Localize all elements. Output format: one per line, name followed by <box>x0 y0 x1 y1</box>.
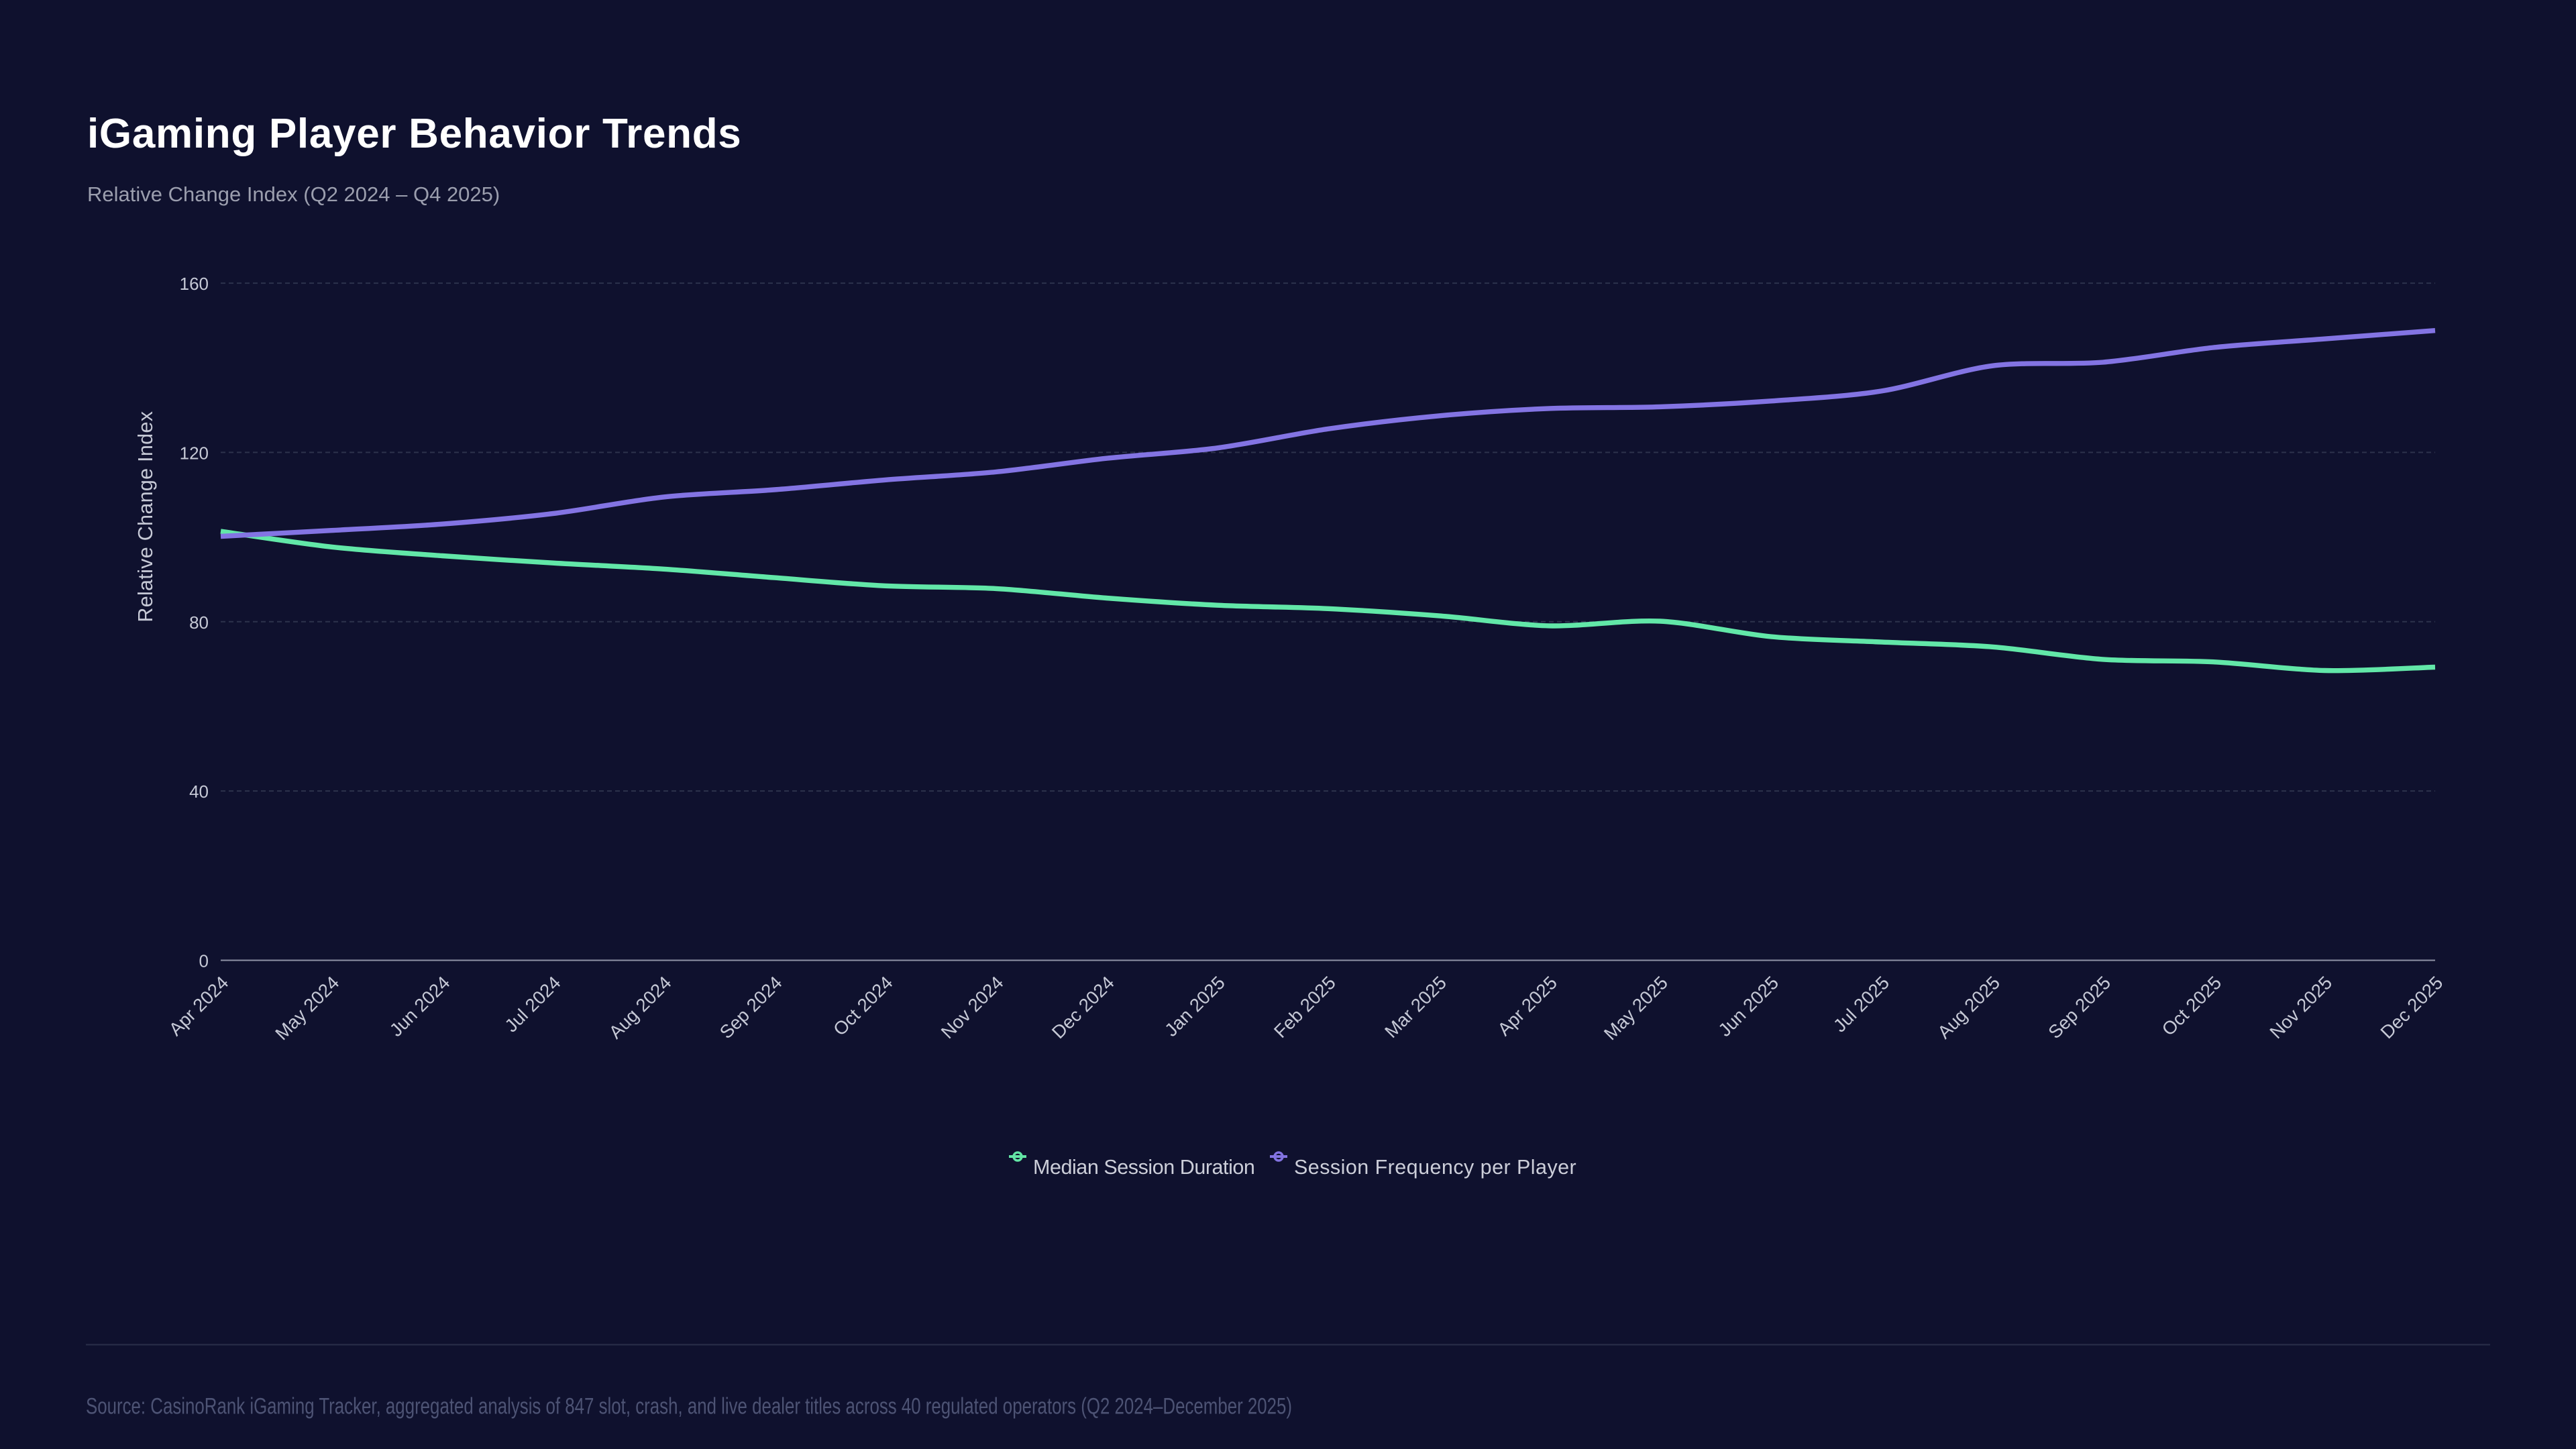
svg-text:160: 160 <box>180 274 209 294</box>
svg-text:Session Frequency per Player: Session Frequency per Player <box>1294 1156 1576 1179</box>
svg-text:40: 40 <box>189 782 209 802</box>
svg-text:Relative Change Index: Relative Change Index <box>134 411 157 623</box>
svg-text:0: 0 <box>199 951 209 971</box>
svg-text:iGaming Player Behavior Trends: iGaming Player Behavior Trends <box>87 111 741 157</box>
svg-text:120: 120 <box>180 443 209 463</box>
svg-text:Median Session Duration: Median Session Duration <box>1033 1156 1254 1179</box>
svg-text:80: 80 <box>189 612 209 633</box>
svg-text:Relative Change Index (Q2 2024: Relative Change Index (Q2 2024 – Q4 2025… <box>87 182 500 206</box>
svg-text:Source: CasinoRank iGaming Tra: Source: CasinoRank iGaming Tracker, aggr… <box>86 1394 1292 1419</box>
